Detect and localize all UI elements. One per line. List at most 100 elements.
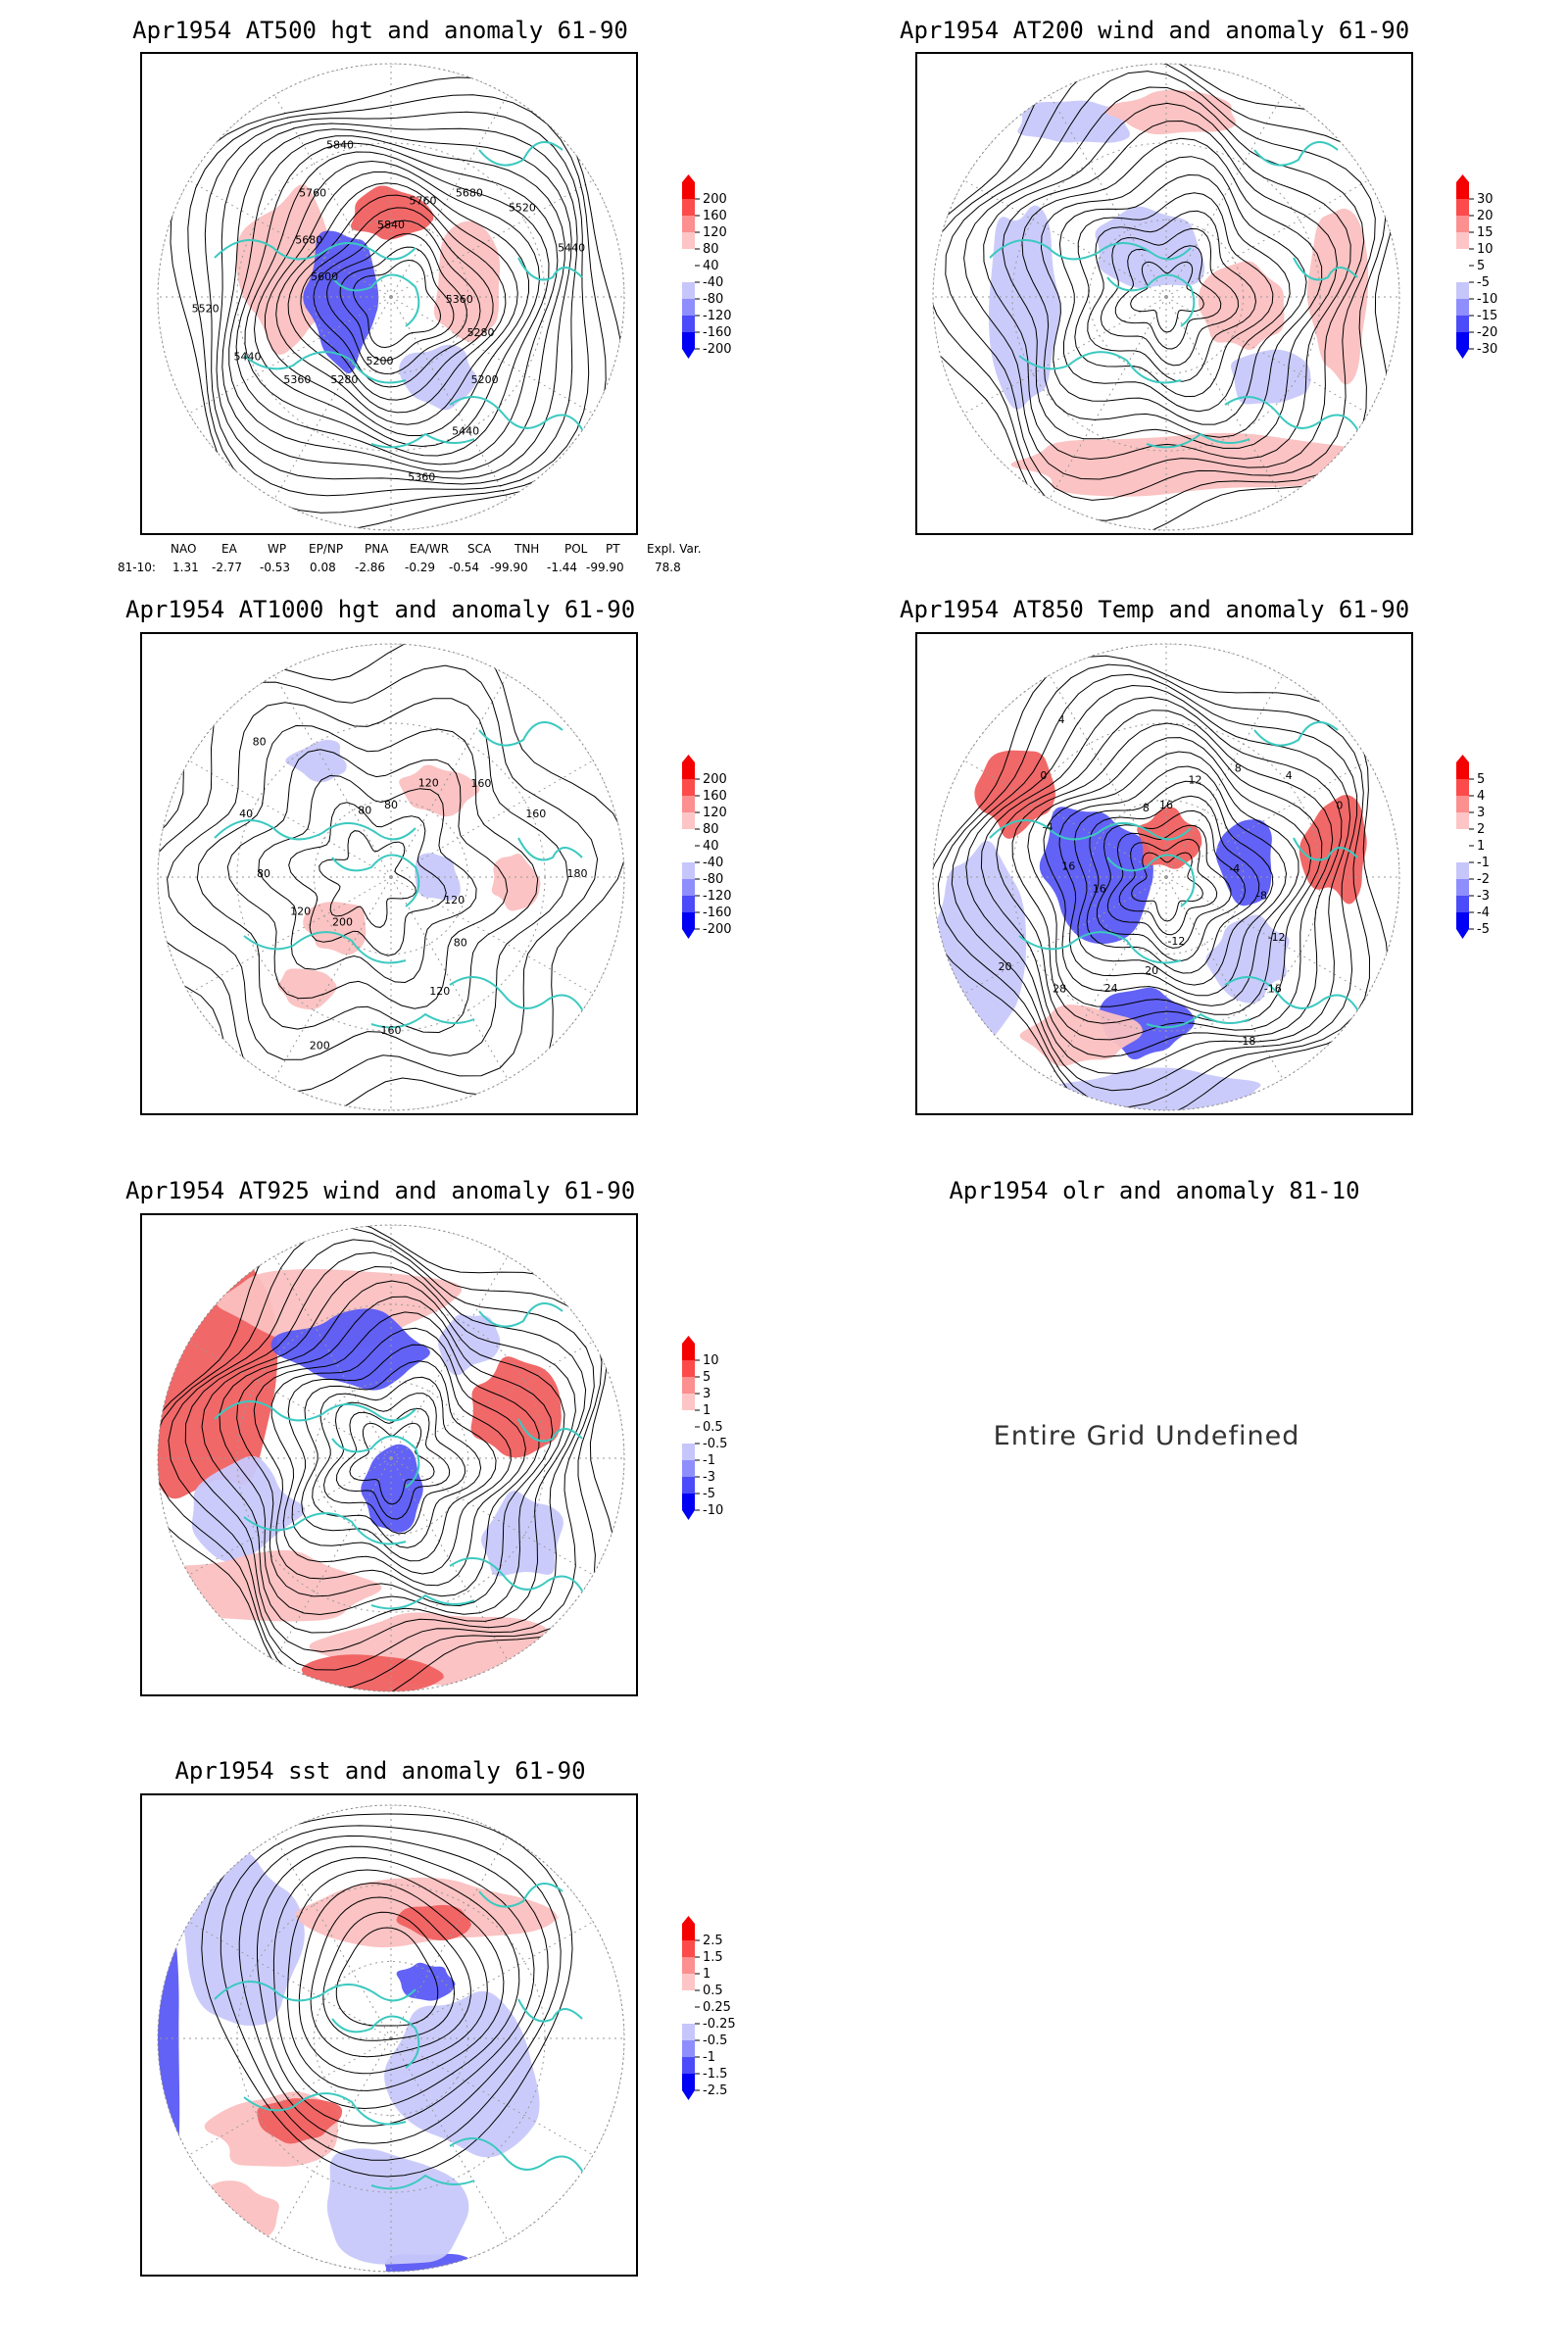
coastline	[331, 2015, 420, 2069]
meridian-line	[188, 1341, 392, 1459]
color-scale-label: 5	[1477, 772, 1485, 787]
map-panel-p4: 16 12 8 4 0 -4 -8 -12 -16 -18 -12 20 24 28 20 16 16 -4 0 4 8	[915, 632, 1413, 1115]
contour-label: 0	[1336, 800, 1343, 812]
color-scale-label: 0.5	[703, 1420, 723, 1435]
anomaly-fill	[433, 220, 501, 342]
contour-line	[300, 207, 494, 401]
coastline	[517, 257, 583, 281]
anomaly-fill	[1137, 807, 1203, 869]
contour-label: 16	[1061, 860, 1075, 873]
meridian-line	[188, 876, 392, 995]
contour-line	[158, 1225, 616, 1691]
anomaly-fill	[1010, 432, 1375, 497]
contour-line	[1073, 780, 1274, 986]
color-scale-label: -120	[703, 889, 732, 904]
contour-line	[933, 64, 1387, 521]
contour-label: 20	[1145, 964, 1158, 977]
contour-label: 5360	[283, 373, 311, 386]
color-scale-arrow-bottom	[682, 1510, 695, 1520]
color-scale-segment	[1456, 912, 1469, 929]
color-scale-segment	[682, 846, 695, 862]
map-svg	[157, 1224, 625, 1692]
color-scale-arrow-bottom	[1456, 349, 1469, 359]
meridian-line	[390, 1341, 594, 1459]
contour-line	[933, 655, 1390, 1110]
map-svg: 5840 5760 5680 5520 5440 5360 5280 5200 5440 5360…	[157, 63, 625, 531]
anomaly-fill	[158, 1859, 180, 2257]
meridian-line	[273, 1457, 392, 1661]
panel-title-p4: Apr1954 AT850 Temp and anomaly 61-90	[900, 596, 1410, 623]
contour-label: -18	[1238, 1035, 1255, 1048]
contour-line	[228, 135, 565, 472]
contour-line	[937, 663, 1371, 1108]
color-scale-segment	[682, 1477, 695, 1494]
color-scale-label: -5	[1477, 275, 1490, 290]
color-scale-label: -3	[1477, 889, 1490, 904]
color-scale-label: 1.5	[703, 1950, 723, 1965]
meridian-line	[1165, 674, 1284, 878]
color-scale-segment	[682, 1957, 695, 1974]
color-scale-segment	[1456, 266, 1469, 282]
color-scale-label: 80	[703, 242, 719, 257]
index-value: -2.77	[212, 561, 243, 574]
map-svg	[157, 1804, 625, 2273]
map-boundary	[932, 63, 1400, 531]
contour-label: 5680	[295, 233, 322, 246]
undefined-grid-message: Entire Grid Undefined	[993, 1421, 1300, 1451]
color-scale-label: -1	[703, 1453, 715, 1468]
contour-line	[272, 1857, 520, 2110]
contour-label: 5440	[558, 241, 585, 254]
meridian-line	[273, 2037, 392, 2241]
contour-line	[313, 220, 481, 388]
contour-label: 5440	[233, 350, 261, 363]
meridian-line	[1165, 876, 1369, 995]
color-scale-label: 20	[1477, 209, 1494, 223]
anomaly-fill	[1198, 261, 1286, 351]
contour-label: -12	[1167, 935, 1185, 948]
color-scale-segment	[682, 332, 695, 349]
anomaly-fill	[399, 344, 479, 411]
contour-label: 40	[239, 808, 253, 820]
meridian-line	[188, 296, 392, 415]
indices-value-row: 81-10: 1.31 -2.77 -0.53 0.08 -2.86 -0.29…	[118, 561, 725, 579]
contour-line	[1100, 227, 1240, 367]
color-scale-segment	[682, 1377, 695, 1394]
index-value: 1.31	[172, 561, 199, 574]
coastline	[449, 2137, 588, 2181]
color-scale-segment	[682, 1344, 695, 1360]
index-value: -99.90	[490, 561, 528, 574]
color-scale-label: 2	[1477, 822, 1485, 837]
contour-label: 28	[1053, 982, 1066, 995]
panel-title-p6: Apr1954 olr and anomaly 81-10	[949, 1177, 1360, 1204]
color-scale-label: -40	[703, 275, 723, 290]
anomaly-fill	[481, 1491, 564, 1577]
color-scale-label: -160	[703, 906, 732, 920]
color-scale-label: 15	[1477, 225, 1494, 240]
contour-line	[318, 830, 416, 928]
index-row-label: 81-10:	[118, 561, 156, 574]
color-scale-segment	[1456, 299, 1469, 316]
color-scale-label: 3	[1477, 806, 1485, 820]
contour-label: 80	[384, 799, 398, 811]
meridian-line	[390, 2037, 509, 2241]
anomaly-fill	[177, 2180, 279, 2256]
coastline	[331, 854, 420, 907]
contour-label: 120	[429, 985, 450, 998]
contour-label: 20	[998, 960, 1011, 973]
color-scale-segment	[682, 316, 695, 332]
color-scale-segment	[682, 2007, 695, 2024]
contour-label: 5280	[467, 326, 495, 339]
color-scale-segment	[682, 1444, 695, 1460]
contour-line	[1058, 173, 1291, 413]
coastline	[1253, 721, 1339, 747]
color-scale-segment	[682, 796, 695, 812]
color-scale-label: 2.5	[703, 1934, 723, 1948]
contour-label: 5760	[299, 186, 326, 199]
contour-line	[980, 696, 1343, 1057]
color-scale-segment	[1456, 846, 1469, 862]
index-value: 0.08	[310, 561, 336, 574]
color-scale-label: 0.5	[703, 1984, 723, 1998]
contour-label: 5840	[377, 219, 405, 231]
index-value: -0.54	[449, 561, 480, 574]
anomaly-fill	[399, 764, 483, 817]
